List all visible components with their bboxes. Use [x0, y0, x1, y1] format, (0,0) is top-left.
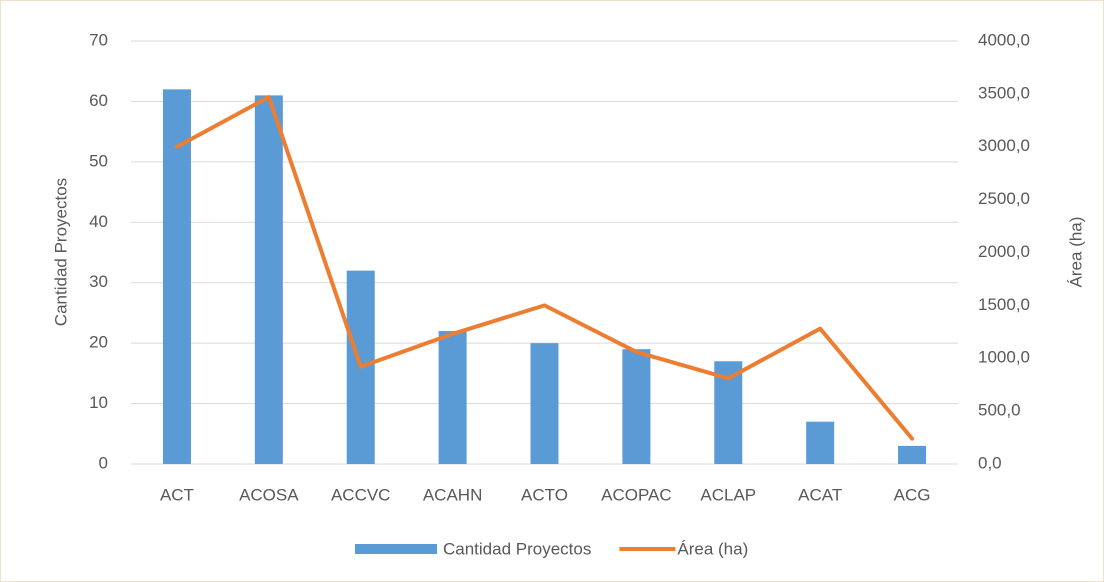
y-tick-label: 60	[89, 91, 108, 110]
y-tick-label: 30	[89, 272, 108, 291]
x-tick-label: ACOSA	[239, 485, 299, 504]
y2-tick-label: 0,0	[978, 453, 1002, 472]
x-tick-label: ACTO	[521, 485, 568, 504]
x-tick-label: ACOPAC	[601, 485, 672, 504]
bar	[438, 331, 467, 464]
y-tick-label: 70	[89, 30, 108, 49]
y-tick-label: 10	[89, 393, 108, 412]
y2-tick-label: 1500,0	[978, 295, 1030, 314]
y2-tick-label: 4000,0	[978, 30, 1030, 49]
bar	[254, 95, 283, 464]
y-tick-label: 0	[99, 453, 108, 472]
legend-label: Área (ha)	[677, 539, 748, 558]
x-tick-label: ACAT	[798, 485, 842, 504]
x-tick-label: ACLAP	[700, 485, 756, 504]
y-tick-label: 40	[89, 212, 108, 231]
line	[174, 95, 915, 441]
y2-axis-label: Área (ha)	[1066, 217, 1085, 288]
legend-label: Cantidad Proyectos	[443, 539, 591, 558]
y-axis-label: Cantidad Proyectos	[51, 178, 70, 326]
x-tick-label: ACAHN	[423, 485, 483, 504]
y-tick-label: 50	[89, 151, 108, 170]
x-tick-label: ACCVC	[331, 485, 391, 504]
y-tick-label: 20	[89, 333, 108, 352]
bar	[806, 421, 835, 464]
y2-tick-label: 1000,0	[978, 348, 1030, 367]
y2-tick-label: 500,0	[978, 401, 1021, 420]
y2-tick-label: 3000,0	[978, 136, 1030, 155]
x-tick-label: ACT	[160, 485, 194, 504]
bar	[530, 343, 559, 464]
y2-tick-label: 3500,0	[978, 83, 1030, 102]
bar	[162, 89, 191, 464]
x-tick-label: ACG	[894, 485, 931, 504]
y2-tick-label: 2500,0	[978, 189, 1030, 208]
legend-swatch	[355, 544, 437, 554]
bar	[622, 349, 651, 464]
bar	[898, 445, 927, 464]
y2-tick-label: 2000,0	[978, 242, 1030, 261]
